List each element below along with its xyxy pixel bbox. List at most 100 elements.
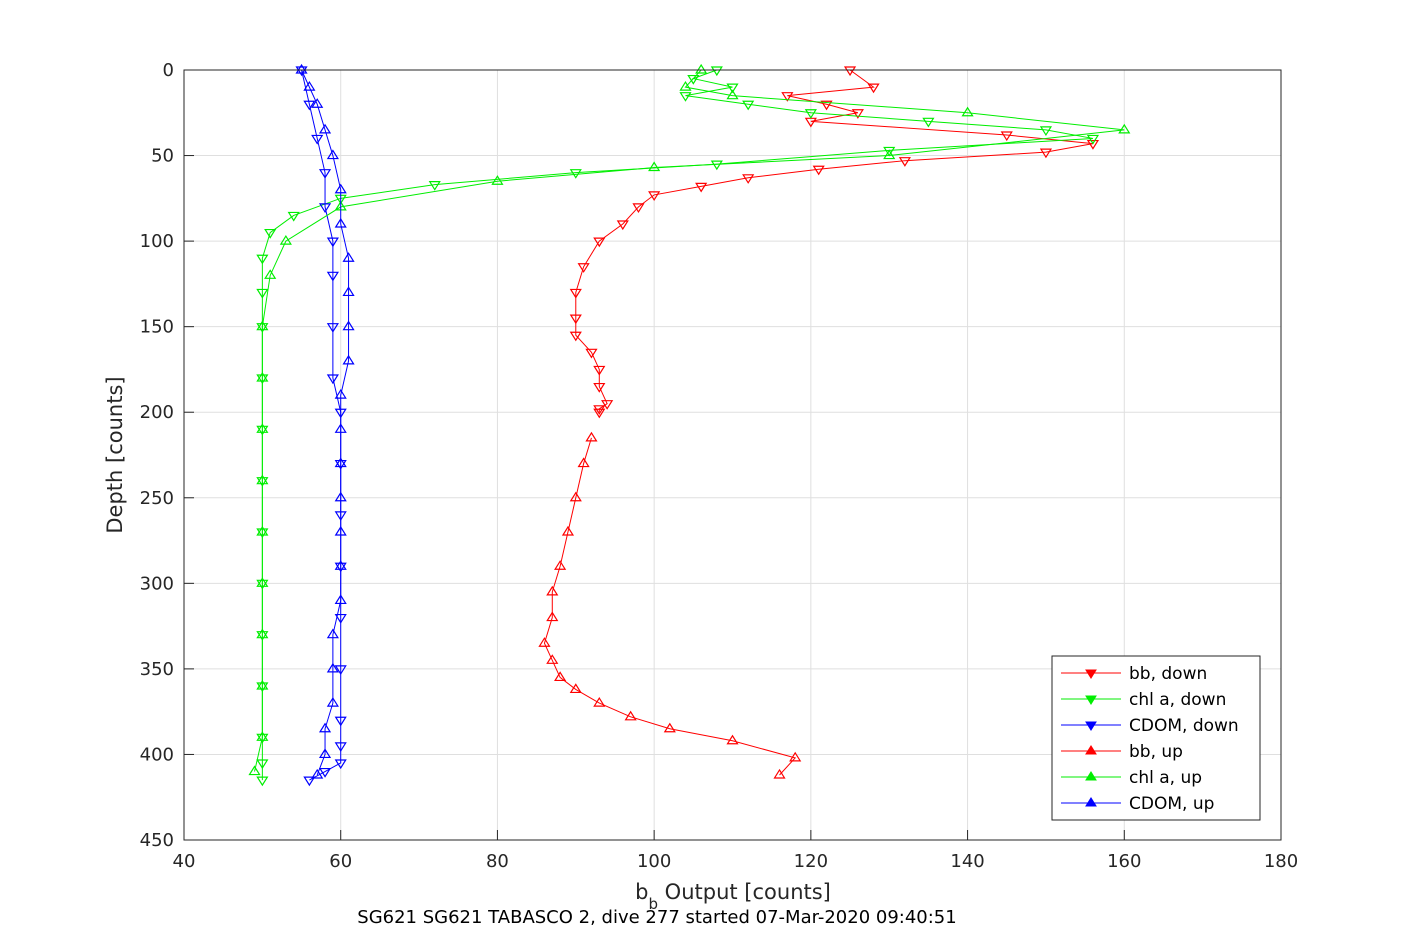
- data-point: [326, 149, 339, 160]
- data-point: [334, 665, 347, 676]
- data-point: [334, 491, 347, 502]
- legend: bb, down chl a, down CDOM, down bb, up chl a…: [1051, 655, 1261, 821]
- data-point: [742, 174, 755, 184]
- legend-entry: CDOM, down: [1129, 716, 1239, 736]
- data-point: [585, 431, 598, 442]
- data-point: [687, 74, 700, 85]
- x-tick-label: 180: [1264, 851, 1298, 872]
- data-point: [311, 768, 324, 779]
- series-layer: [248, 63, 1131, 787]
- data-point: [326, 662, 339, 673]
- data-point: [922, 117, 935, 128]
- data-point: [256, 759, 269, 770]
- data-point: [326, 696, 339, 707]
- data-point: [256, 254, 269, 265]
- data-point: [898, 157, 911, 167]
- data-point: [577, 457, 590, 468]
- data-point: [883, 149, 896, 160]
- data-point: [326, 323, 339, 333]
- legend-box: [1051, 655, 1261, 821]
- y-tick-label: 250: [140, 488, 174, 509]
- data-point: [554, 560, 567, 570]
- series-5: [295, 63, 355, 779]
- x-tick-label: 160: [1107, 851, 1141, 872]
- data-point: [695, 182, 708, 193]
- data-point: [256, 371, 269, 382]
- data-point: [264, 269, 277, 279]
- plot-frame: [183, 69, 1282, 841]
- data-point: [256, 679, 269, 690]
- data-point: [624, 710, 637, 721]
- legend-entry: CDOM, up: [1129, 794, 1214, 814]
- data-point: [710, 160, 723, 171]
- data-point: [789, 751, 802, 762]
- data-point: [334, 594, 347, 605]
- data-point: [851, 109, 864, 119]
- data-point: [303, 776, 316, 787]
- data-point: [279, 234, 292, 245]
- data-point: [342, 286, 355, 297]
- legend-entry: bb, down: [1129, 664, 1207, 684]
- data-point: [256, 423, 269, 433]
- y-tick-label: 150: [140, 317, 174, 338]
- data-point: [256, 628, 269, 639]
- y-tick-label: 350: [140, 659, 174, 680]
- legend-entry: chl a, down: [1129, 690, 1226, 710]
- data-point: [616, 220, 629, 231]
- data-point: [695, 63, 708, 74]
- data-point: [569, 288, 582, 299]
- data-point: [1039, 126, 1053, 137]
- data-point: [256, 525, 269, 536]
- data-point: [295, 63, 308, 74]
- data-point: [883, 146, 896, 157]
- data-point: [334, 183, 347, 194]
- data-point: [1039, 148, 1053, 159]
- y-tick-label: 400: [140, 744, 174, 765]
- data-point: [593, 365, 606, 376]
- data-point: [632, 203, 645, 214]
- y-tick-label: 450: [140, 830, 174, 851]
- legend-entry: bb, up: [1129, 742, 1183, 762]
- data-point: [601, 400, 614, 410]
- series-line: [254, 69, 1125, 772]
- x-tick-label: 60: [329, 851, 352, 872]
- data-point: [593, 237, 606, 248]
- data-point: [781, 92, 794, 102]
- x-tick-label: 120: [794, 851, 828, 872]
- x-axis-label: bb Output [counts]: [635, 880, 831, 913]
- data-point: [318, 169, 332, 179]
- data-point: [342, 252, 355, 262]
- data-point: [295, 66, 308, 77]
- data-point: [569, 331, 582, 342]
- y-tick-label: 0: [163, 60, 174, 81]
- series-4: [248, 63, 1131, 776]
- series-line: [543, 437, 797, 776]
- x-tick-label: 100: [637, 851, 671, 872]
- legend-marker: [1085, 695, 1097, 705]
- data-point: [256, 776, 269, 787]
- data-point: [569, 683, 582, 694]
- series-0: [569, 66, 1100, 419]
- data-point: [593, 696, 606, 707]
- legend-marker: [1085, 721, 1097, 731]
- data-point: [804, 109, 817, 119]
- data-point: [569, 491, 582, 502]
- data-point: [311, 134, 324, 145]
- data-point: [812, 165, 825, 176]
- data-point: [577, 263, 590, 273]
- data-point: [248, 765, 261, 776]
- data-point: [334, 217, 347, 228]
- data-point: [726, 734, 739, 745]
- figure-caption: SG621 SG621 TABASCO 2, dive 277 started …: [357, 907, 956, 928]
- data-point: [264, 228, 277, 239]
- data-point: [256, 288, 269, 299]
- data-point: [256, 731, 269, 741]
- y-ticks: 0 50 100 150 200 250 300 350 400 450: [140, 60, 194, 851]
- data-point: [326, 237, 339, 248]
- data-point: [648, 191, 661, 202]
- x-ticks: 40 60 80 100 120 140 160 180: [173, 830, 1298, 872]
- y-tick-label: 100: [140, 231, 174, 252]
- data-point: [561, 525, 575, 536]
- data-point: [679, 80, 692, 91]
- data-point: [334, 560, 347, 570]
